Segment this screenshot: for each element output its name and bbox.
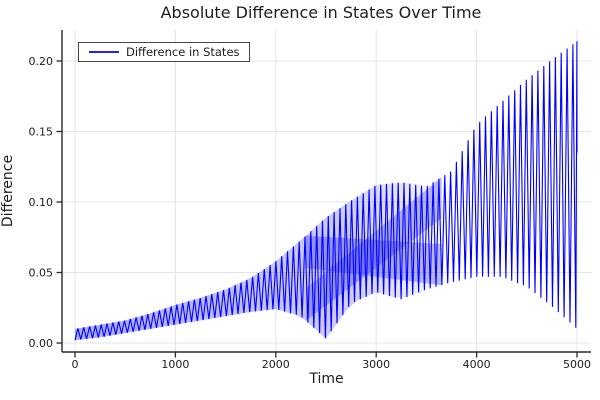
x-tick-label-2000: 2000 [262,358,290,371]
x-tick-label-3000: 3000 [362,358,390,371]
series-haze [75,161,457,341]
series-difference-in-states [74,41,578,341]
x-axis-label: Time [309,371,344,387]
y-tick-label-0.2: 0.20 [29,55,54,68]
x-tick-label-4000: 4000 [463,358,491,371]
legend: Difference in States [78,42,250,62]
y-tick-label-0.15: 0.15 [29,125,54,138]
y-tick-label-0.1: 0.10 [29,196,54,209]
x-tick-label-0: 0 [72,358,79,371]
y-tick-label-0: 0.00 [29,337,54,350]
x-tick-label-5000: 5000 [563,358,591,371]
legend-line-sample [89,51,119,53]
y-axis-label: Difference [0,154,16,228]
y-tick-label-0.05: 0.05 [29,266,54,279]
x-tick-label-1000: 1000 [161,358,189,371]
chart-title: Absolute Difference in States Over Time [160,3,482,22]
legend-label: Difference in States [126,45,240,59]
